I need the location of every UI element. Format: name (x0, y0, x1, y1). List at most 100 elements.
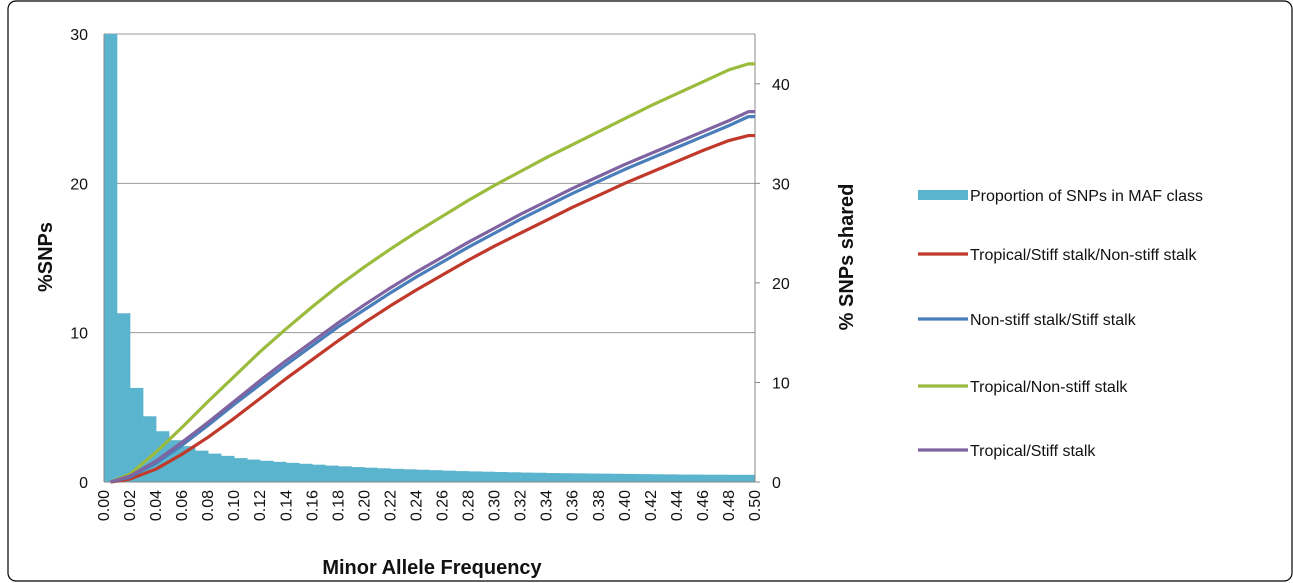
bar-20 (364, 467, 378, 482)
line-series-1 (110, 115, 755, 484)
bar-12 (260, 460, 274, 482)
bar-22 (390, 468, 404, 482)
x-tick-label: 0.02 (122, 490, 139, 521)
bar-38 (598, 473, 613, 482)
bar-24 (416, 469, 430, 482)
bar-25 (429, 470, 443, 482)
bar-26 (442, 470, 456, 482)
legend-label-2: Non-stiff stalk/Stiff stalk (970, 312, 1137, 329)
x-tick-label: 0.14 (278, 490, 295, 521)
y2-tick-label: 20 (772, 276, 790, 293)
bar-17 (325, 465, 339, 482)
chart-frame (7, 0, 1293, 582)
x-tick-label: 0.48 (721, 490, 738, 521)
x-tick-label: 0.50 (747, 490, 764, 521)
y2-tick-label: 40 (772, 77, 790, 94)
bar-29 (481, 471, 495, 482)
x-tick-label: 0.42 (643, 490, 660, 521)
bar-15 (299, 463, 313, 482)
x-tick-label: 0.44 (669, 490, 686, 521)
bar-45 (689, 474, 704, 482)
x-tick-label: 0.38 (591, 490, 608, 521)
bar-31 (507, 472, 521, 482)
y2-tick-label: 0 (772, 475, 781, 492)
bar-33 (533, 472, 547, 482)
legend-swatch-0 (918, 190, 968, 200)
line-series-2 (109, 62, 755, 484)
x-tick-label: 0.24 (408, 490, 425, 521)
line-series (109, 62, 755, 484)
y2-tick-label: 30 (772, 176, 790, 193)
line-series-3 (110, 110, 755, 484)
bar-9 (221, 455, 235, 482)
y2-axis-title: % SNPs shared (836, 184, 858, 331)
x-tick-label: 0.12 (252, 490, 269, 521)
bar-36 (572, 473, 587, 482)
legend-label-0: Proportion of SNPs in MAF class (970, 188, 1203, 205)
x-tick-label: 0.26 (435, 490, 452, 521)
legend-label-3: Tropical/Non-stiff stalk (970, 379, 1128, 396)
x-tick-label: 0.04 (148, 490, 165, 521)
x-tick-label: 0.40 (617, 490, 634, 521)
bar-19 (351, 467, 365, 482)
x-tick-label: 0.30 (487, 490, 504, 521)
y-tick-label: 10 (70, 326, 88, 343)
bar-27 (455, 471, 469, 482)
bar-32 (520, 472, 534, 482)
x-tick-label: 0.08 (200, 490, 217, 521)
x-tick-label: 0.22 (382, 490, 399, 521)
bar-13 (273, 461, 287, 482)
x-axis-title: Minor Allele Frequency (322, 557, 542, 579)
bar-37 (585, 473, 600, 482)
x-tick-label: 0.18 (330, 490, 347, 521)
bar-10 (234, 458, 248, 482)
bar-11 (247, 459, 261, 482)
bar-6 (182, 446, 196, 482)
x-tick-label: 0.32 (513, 490, 530, 521)
bar-7 (195, 450, 209, 482)
bar-42 (650, 474, 665, 482)
bar-28 (468, 471, 482, 482)
bar-0 (104, 34, 118, 482)
tick-labels: 0 10 20 30 0 10 20 30 40 0.00 0.02 0.04 0.06 0.08 0.10… (70, 27, 790, 521)
legend-label-1: Tropical/Stiff stalk/Non-stiff stalk (970, 247, 1197, 264)
x-tick-label: 0.16 (304, 490, 321, 521)
bar-46 (702, 474, 717, 482)
bar-34 (546, 473, 560, 482)
bar-23 (403, 469, 417, 482)
bar-48 (728, 474, 743, 482)
line-series-0 (110, 133, 755, 484)
x-tick-label: 0.46 (695, 490, 712, 521)
bar-1 (117, 313, 131, 482)
bar-18 (338, 466, 352, 482)
bar-43 (663, 474, 678, 482)
bar-44 (676, 474, 691, 482)
y-tick-label: 0 (79, 475, 88, 492)
y-axis-title: %SNPs (35, 222, 57, 292)
legend-label-4: Tropical/Stiff stalk (970, 443, 1096, 460)
bar-40 (624, 473, 639, 482)
gridlines (104, 33, 755, 334)
bar-39 (611, 473, 626, 482)
bar-41 (637, 474, 652, 482)
bar-47 (715, 474, 730, 482)
x-tick-label: 0.36 (565, 490, 582, 521)
y2-tick-label: 10 (772, 375, 790, 392)
y-tick-label: 20 (70, 176, 88, 193)
x-tick-label: 0.00 (96, 490, 113, 521)
bar-8 (208, 453, 222, 482)
axes (103, 34, 756, 483)
bar-2 (130, 387, 144, 482)
bar-14 (286, 462, 300, 482)
x-tick-label: 0.34 (539, 490, 556, 521)
legend: Proportion of SNPs in MAF class Tropical/… (918, 188, 1203, 460)
bar-21 (377, 468, 391, 482)
x-tick-label: 0.28 (461, 490, 478, 521)
y-tick-label: 30 (70, 27, 88, 44)
bar-49 (741, 474, 756, 482)
bar-35 (559, 473, 574, 482)
x-tick-label: 0.06 (174, 490, 191, 521)
bar-16 (312, 464, 326, 482)
x-tick-label: 0.20 (356, 490, 373, 521)
